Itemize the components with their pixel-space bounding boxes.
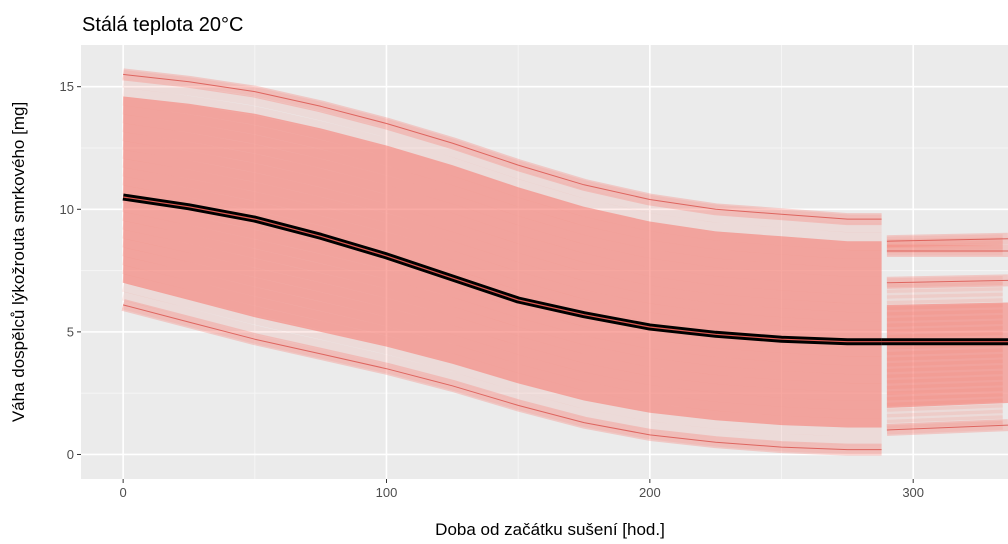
segment-1-trajectory [122,96,882,251]
segment-1-trajectory [122,140,882,295]
segment-1-trajectory [122,87,882,242]
segment-1-trajectory [122,114,882,268]
segment-1-trajectory [122,132,882,286]
x-axis-title: Doba od začátku sušení [hod.] [435,520,665,539]
segment-2-trajectory [886,354,1003,367]
segment-2-trajectory [886,326,1003,339]
segment-2-trajectory-edge-line [886,279,1008,284]
segment-2-upper-trajectory-edge-line [886,238,1008,242]
segment-2-trajectory [886,320,1003,333]
segment-2-trajectory [886,392,1003,407]
y-tick-label: 5 [67,324,74,339]
segment-1-trajectory [122,202,882,357]
x-tick-label: 200 [639,485,661,500]
axis-layer: 0 100 200 300 0 5 10 15 [60,79,925,500]
segment-1-trajectory [122,123,882,277]
segment-2-trajectory [886,292,1003,305]
segment-1-trajectory [122,273,882,428]
segment-2-band-body [886,302,1008,408]
band-layer [121,68,1008,456]
segment-2-upper-trajectory [886,243,1003,253]
segment-1-trajectory [122,78,882,233]
segment-2-trajectory [886,404,1003,418]
segment-2-trajectory [886,309,1003,322]
x-tick-label: 300 [902,485,924,500]
segment-2-upper-trajectory [886,240,1003,251]
segment-2-trajectory [886,315,1003,327]
segment-2-trajectory [886,281,1003,293]
segment-2-trajectory [886,287,1003,299]
segment-1-trajectory [122,149,882,304]
segment-2-trajectory [886,370,1003,384]
segment-2-trajectory [886,365,1003,378]
segment-2-trajectory [886,376,1003,390]
segment-2-trajectory [886,381,1003,395]
segment-2-trajectory-edge-line [886,424,1008,431]
segment-1-trajectory [122,282,882,437]
segment-1-band-body [123,96,882,428]
y-tick-label: 10 [60,202,74,217]
segment-1-trajectory [122,265,882,419]
segment-1-trajectory [122,158,882,313]
segment-1-trajectory [121,291,882,446]
segment-2-upper-trajectory [886,237,1003,249]
segment-1-trajectory [122,167,882,322]
segment-1-trajectory [122,220,882,375]
segment-2-trajectory [886,398,1003,412]
y-tick-label: 0 [67,447,74,462]
x-tick-label: 0 [120,485,127,500]
chart-title: Stálá teplota 20°C [82,14,243,36]
y-tick-label: 15 [60,79,74,94]
segment-1-trajectory [122,247,882,401]
segment-1-trajectory [122,185,882,339]
segment-1-trajectory-edge-line [123,73,882,220]
segment-2-trajectory [886,348,1003,361]
segment-1-trajectory [122,256,882,410]
segment-2-trajectory [886,342,1003,356]
segment-1-trajectory [122,105,882,259]
segment-2-trajectory [886,409,1003,424]
y-axis-title: Váha dospělců lýkožrouta smrkového [mg] [9,102,28,422]
segment-1-trajectory [122,229,882,384]
mean-line-core-1 [123,196,882,343]
segment-1-trajectory-edge-line [122,304,882,451]
mean-layer [122,193,1008,346]
x-tick-label: 100 [376,485,398,500]
segment-2-trajectory [886,298,1003,310]
segment-2-trajectory [886,303,1003,316]
segment-1-trajectory [122,238,882,392]
segment-2-trajectory [886,387,1003,401]
segment-1-trajectory [122,211,882,366]
segment-2-trajectory [886,415,1003,429]
segment-1-trajectory [122,176,882,330]
segment-2-trajectory [886,359,1003,373]
